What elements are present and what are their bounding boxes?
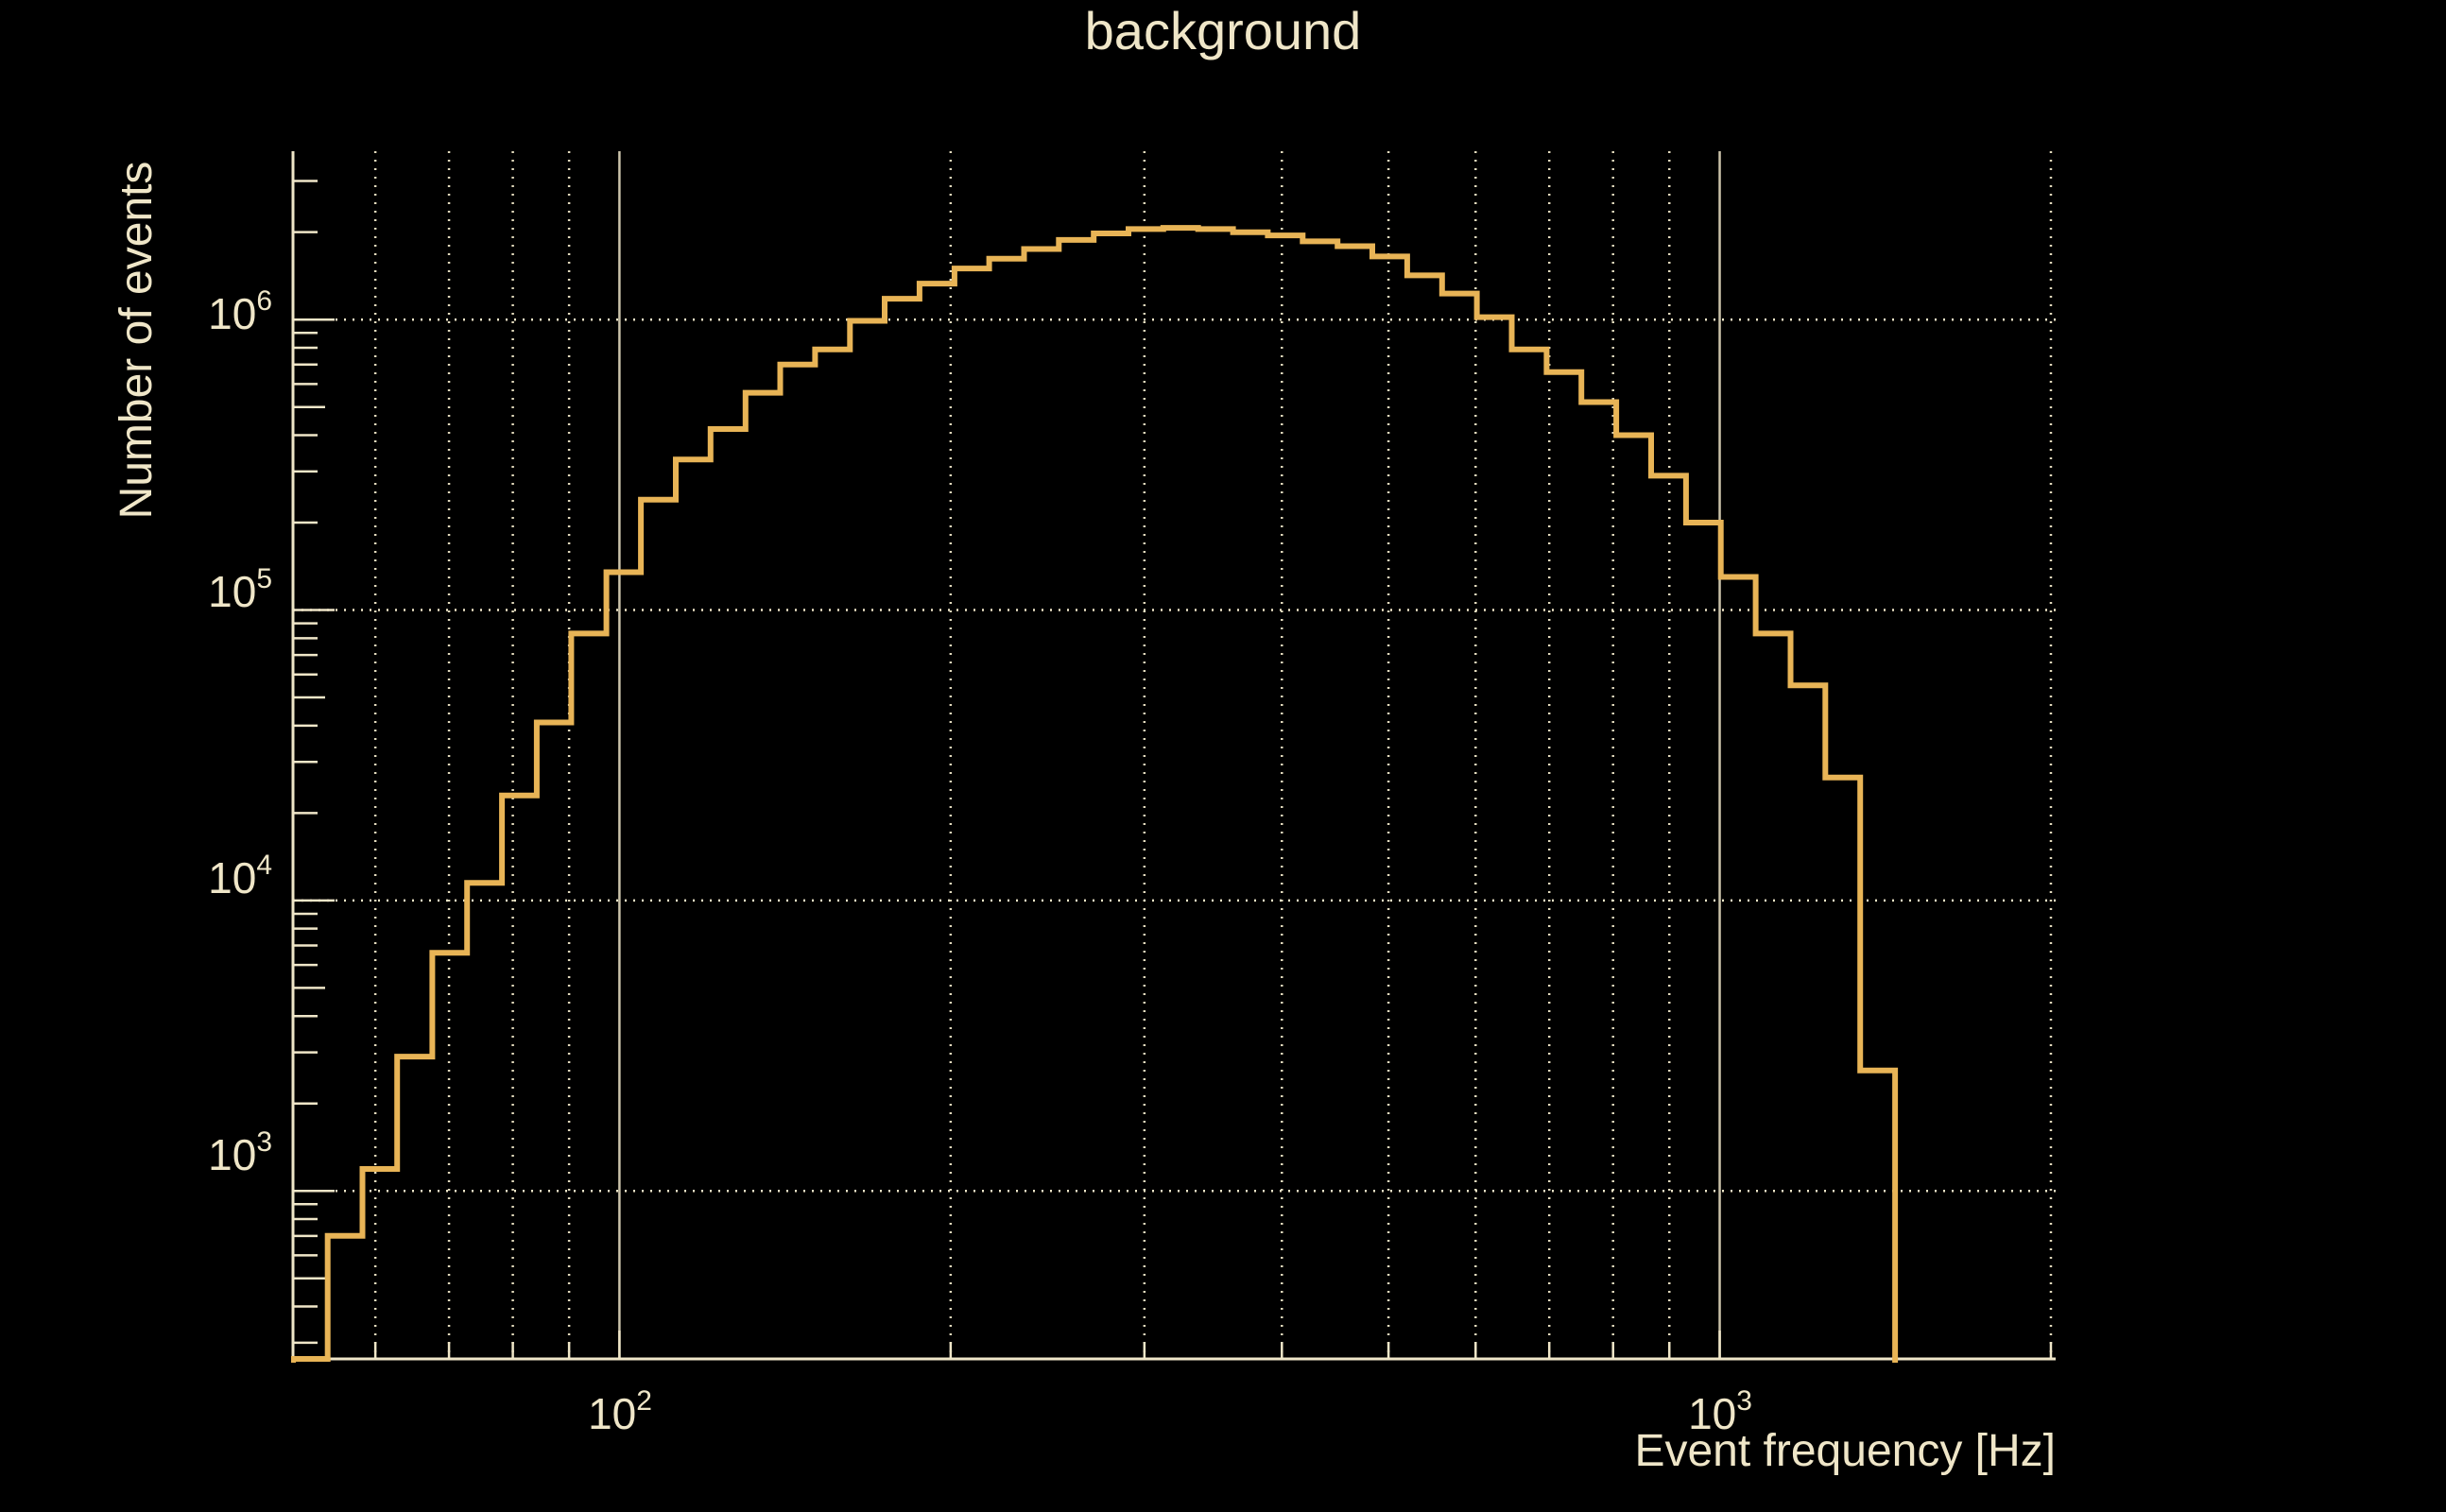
x-tick-label-1e2: 102 — [588, 1385, 652, 1438]
histogram-series — [291, 225, 1899, 1363]
x-tick-label-1e3: 103 — [1688, 1385, 1752, 1438]
y-tick-label-1e4: 104 — [208, 850, 272, 902]
y-tick-label-1e5: 105 — [208, 563, 272, 616]
page-title: background — [1085, 1, 1362, 60]
y-tick-label-1e3: 103 — [208, 1126, 272, 1179]
x-axis-title: Event frequency [Hz] — [1634, 1426, 2056, 1476]
y-axis-ticks — [293, 180, 335, 1345]
x-axis-ticks — [373, 1331, 2053, 1359]
y-tick-label-1e6: 106 — [208, 285, 272, 338]
histogram-line — [291, 225, 1899, 1363]
gridlines — [293, 151, 2056, 1359]
y-axis-title: Number of events — [112, 162, 162, 520]
